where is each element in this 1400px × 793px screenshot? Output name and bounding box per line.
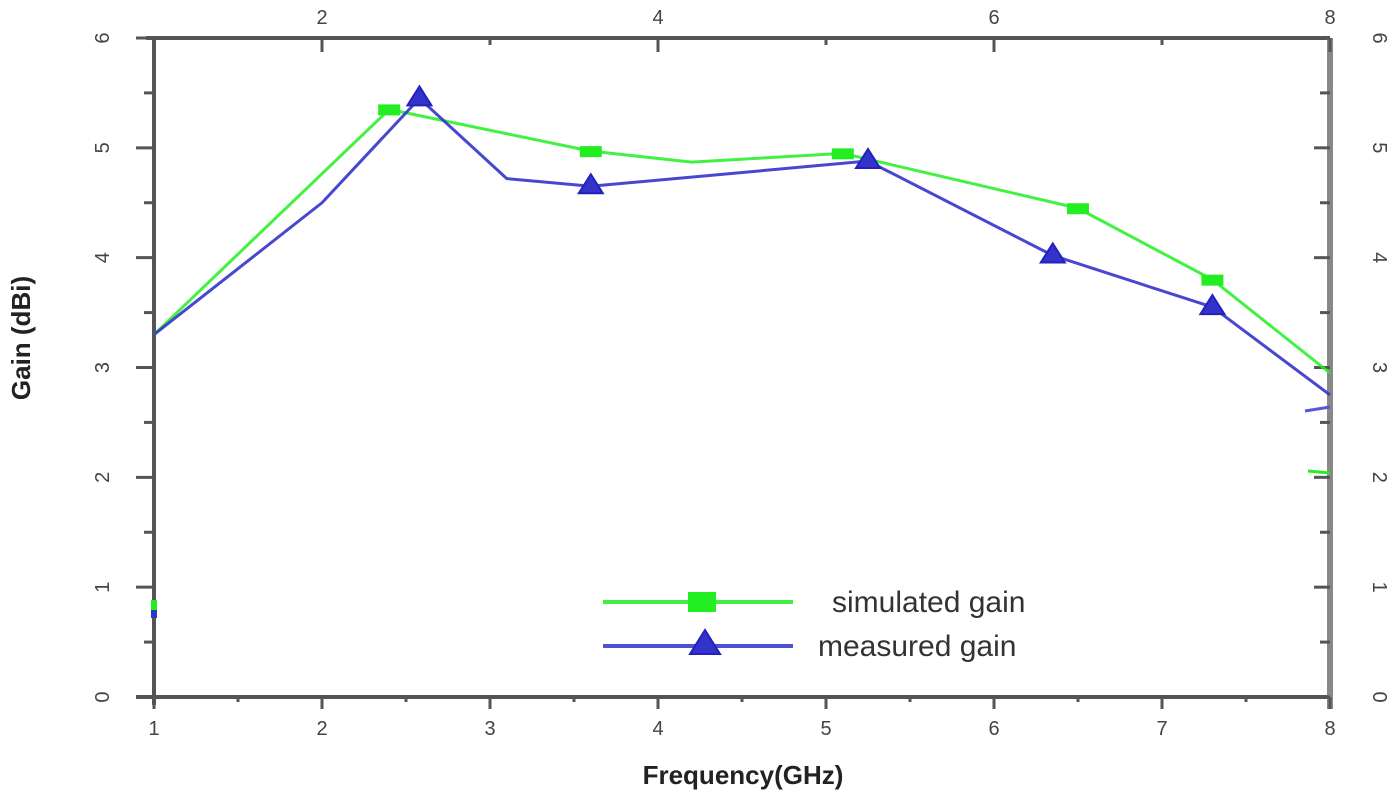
triangle-marker-icon <box>1038 241 1067 264</box>
legend: simulated gain measured gain <box>603 586 1025 663</box>
x-axis-title: Frequency(GHz) <box>643 760 844 790</box>
right-tick-label: 0 <box>1368 691 1390 702</box>
right-tick-label: 3 <box>1368 362 1390 373</box>
legend-label: measured gain <box>818 630 1016 663</box>
series-layer <box>151 84 1331 618</box>
simulated-gain-series <box>152 104 1331 375</box>
y-tick-label: 1 <box>92 582 114 593</box>
right-tick-label: 1 <box>1368 582 1390 593</box>
right-tick-label: 5 <box>1368 142 1390 153</box>
square-marker-icon <box>378 104 401 116</box>
legend-label: simulated gain <box>832 586 1025 619</box>
x-tick-label: 4 <box>652 718 663 740</box>
x-tick-label: 8 <box>1324 718 1335 740</box>
right-tick-label: 6 <box>1368 32 1390 43</box>
edge-artifact <box>1304 405 1331 413</box>
legend-item: measured gain <box>603 628 1016 663</box>
axis-ticks: 1 2 3 4 5 6 7 8 2 4 6 8 0 1 2 3 4 5 6 0 1 2 3 4 5 6 <box>92 7 1390 740</box>
top-tick-label: 6 <box>988 7 999 29</box>
x-tick-label: 7 <box>1156 718 1167 740</box>
legend-square-icon <box>688 592 716 612</box>
y-tick-label: 4 <box>92 252 114 263</box>
plot-frame <box>136 36 1333 709</box>
triangle-marker-icon <box>576 172 605 195</box>
legend-item: simulated gain <box>603 586 1025 619</box>
y-tick-label: 2 <box>92 472 114 483</box>
top-tick-label: 8 <box>1324 7 1335 29</box>
measured-gain-series <box>153 84 1331 397</box>
y-tick-label: 5 <box>92 142 114 153</box>
top-tick-label: 4 <box>652 7 663 29</box>
y-tick-label: 3 <box>92 362 114 373</box>
square-marker-icon <box>831 148 854 160</box>
x-tick-label: 6 <box>988 718 999 740</box>
y-tick-label: 6 <box>92 32 114 43</box>
triangle-marker-icon <box>854 147 882 170</box>
edge-artifact <box>151 600 157 610</box>
top-tick-label: 2 <box>316 7 327 29</box>
edge-artifact <box>1307 469 1331 475</box>
series-line <box>152 107 1331 375</box>
x-tick-label: 2 <box>316 718 327 740</box>
legend-triangle-icon <box>688 628 722 655</box>
edge-artifact <box>151 610 157 618</box>
right-tick-label: 4 <box>1368 252 1390 263</box>
y-tick-label: 0 <box>92 691 114 702</box>
triangle-marker-icon <box>405 84 434 107</box>
series-line <box>153 96 1331 397</box>
x-tick-label: 3 <box>484 718 495 740</box>
triangle-marker-icon <box>1198 293 1227 316</box>
x-tick-label: 5 <box>820 718 831 740</box>
x-tick-label: 1 <box>148 718 159 740</box>
square-marker-icon <box>579 146 602 158</box>
y-axis-title: Gain (dBi) <box>6 276 36 400</box>
right-tick-label: 2 <box>1368 472 1390 483</box>
square-marker-icon <box>1201 274 1224 286</box>
square-marker-icon <box>1067 203 1089 215</box>
